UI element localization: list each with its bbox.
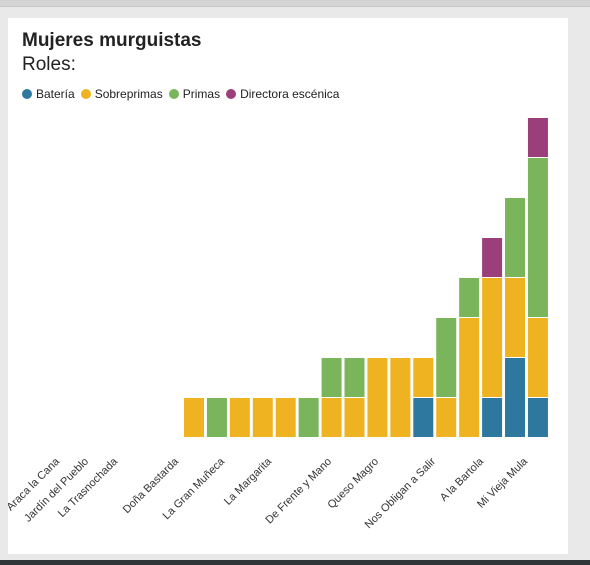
legend-item-sobreprimas[interactable]: Sobreprimas [80, 87, 163, 101]
legend-swatch-directora [226, 89, 237, 99]
bar-segment-sobreprimas[interactable] [229, 398, 250, 437]
legend-label-bateria: Batería [36, 87, 75, 101]
window-top-bar [0, 0, 590, 7]
legend-label-directora: Directora escénica [240, 87, 340, 101]
bar-segment-primas[interactable] [459, 278, 480, 317]
legend-swatch-bateria [22, 89, 32, 99]
bar-segment-bater-a[interactable] [527, 398, 548, 437]
bar-segment-sobreprimas[interactable] [252, 398, 273, 437]
window-bottom-bar [0, 560, 590, 565]
bar-segment-directora-esc-nica[interactable] [482, 238, 503, 277]
bar-segment-bater-a[interactable] [482, 398, 503, 437]
bar-segment-primas[interactable] [527, 158, 548, 317]
bar-segment-sobreprimas[interactable] [459, 318, 480, 437]
bar-segment-sobreprimas[interactable] [344, 398, 365, 437]
legend-label-primas: Primas [182, 87, 221, 101]
bar-segment-sobreprimas[interactable] [275, 398, 296, 437]
bar-segment-primas[interactable] [436, 318, 457, 397]
x-tick-label: De Frente y Mano [263, 456, 334, 527]
x-tick-label: La Margarita [222, 455, 275, 508]
legend-item-primas[interactable]: Primas [168, 87, 221, 101]
bar-segment-primas[interactable] [206, 398, 227, 437]
bar-segment-bater-a[interactable] [413, 398, 434, 437]
bar-segment-sobreprimas[interactable] [184, 398, 204, 437]
bar-segment-sobreprimas[interactable] [482, 278, 503, 397]
bar-segment-sobreprimas[interactable] [413, 358, 434, 397]
legend-swatch-sobreprimas [80, 89, 91, 99]
bar-segment-primas[interactable] [321, 358, 342, 397]
chart-title: Mujeres murguistas [22, 30, 202, 51]
bar-segment-primas[interactable] [298, 398, 319, 437]
bar-segment-directora-esc-nica[interactable] [527, 118, 548, 157]
chart-subtitle: Roles: [22, 54, 76, 75]
legend-item-directora[interactable]: Directora escénica [226, 87, 339, 101]
bar-segment-sobreprimas[interactable] [527, 318, 548, 397]
legend: Batería Sobreprimas Primas Directora esc… [22, 87, 345, 101]
bar-segment-bater-a[interactable] [505, 358, 526, 437]
bar-segment-sobreprimas[interactable] [505, 278, 526, 357]
legend-item-bateria[interactable]: Batería [22, 87, 75, 101]
bar-segment-sobreprimas[interactable] [367, 358, 388, 437]
bar-segment-sobreprimas[interactable] [436, 398, 457, 437]
legend-label-sobreprimas: Sobreprimas [94, 87, 163, 101]
chart-card: Mujeres murguistas Roles: Batería Sobrep… [8, 18, 568, 554]
bar-segment-primas[interactable] [505, 198, 526, 277]
bar-segment-sobreprimas[interactable] [390, 358, 411, 437]
legend-swatch-primas [168, 89, 179, 99]
bar-segment-sobreprimas[interactable] [321, 398, 342, 437]
bar-segment-primas[interactable] [344, 358, 365, 397]
